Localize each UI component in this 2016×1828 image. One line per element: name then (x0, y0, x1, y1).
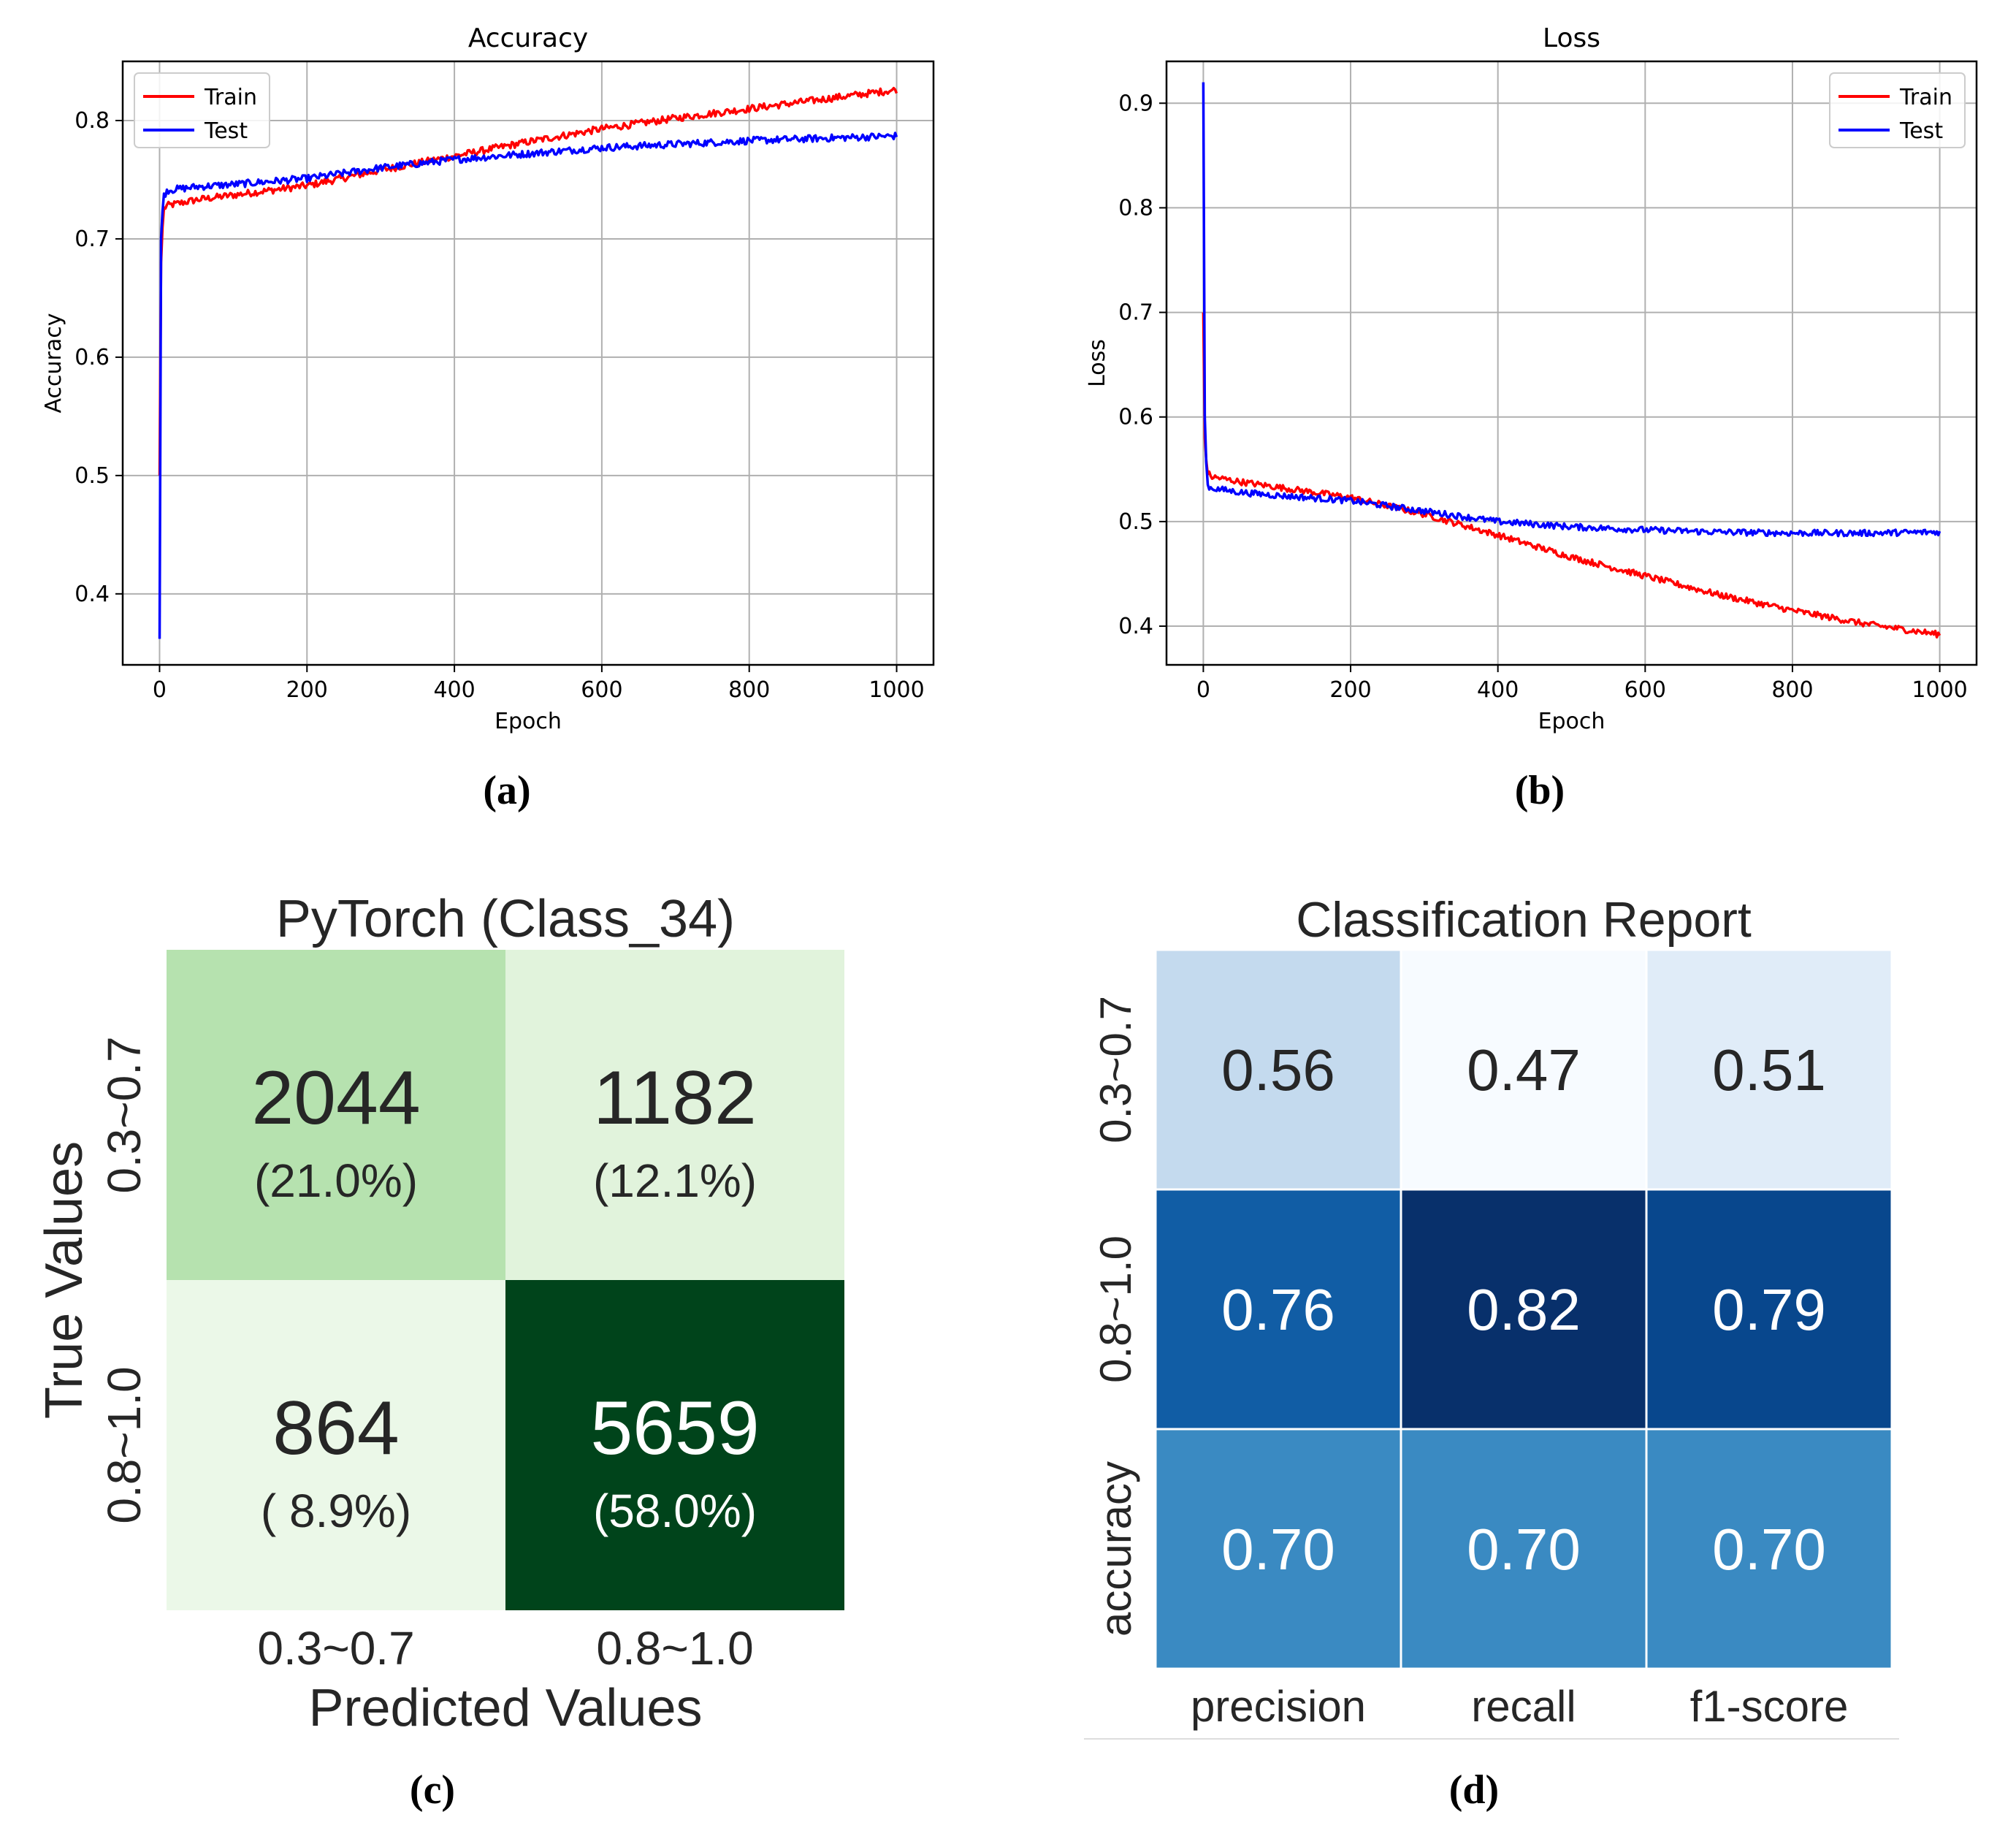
cell-value: 0.56 (1221, 1037, 1335, 1102)
cell-value: 1182 (593, 1056, 757, 1140)
cell-value: 0.79 (1712, 1277, 1826, 1342)
x-tick-label: f1-score (1690, 1682, 1849, 1731)
y-tick-label: 0.8~1.0 (1091, 1235, 1140, 1383)
x-tick-label: 0 (1196, 677, 1210, 703)
heatmap-cell (167, 950, 505, 1280)
x-axis-label: Predicted Values (309, 1679, 703, 1737)
classification-report: 0.56 0.47 0.51 0.76 0.82 0.79 0.70 0.70 0.70 Clas… (1084, 892, 1899, 1740)
heatmap-cell (1645, 948, 1893, 1191)
legend-label: Test (1899, 118, 1943, 144)
legend-label: Test (204, 118, 248, 144)
heatmap-cell (1154, 1188, 1402, 1431)
x-tick-label: recall (1471, 1682, 1576, 1731)
chart-title: Classification Report (1296, 892, 1752, 948)
x-tick-label: 800 (1771, 677, 1813, 703)
x-tick-label: 1000 (1912, 677, 1967, 703)
y-tick-label: accuracy (1091, 1461, 1140, 1637)
y-tick-label: 0.6 (1118, 405, 1153, 430)
y-axis-label: Loss (1085, 339, 1110, 387)
x-tick-label: 400 (1477, 677, 1519, 703)
x-tick-label: precision (1191, 1682, 1366, 1731)
series-line-train (158, 86, 898, 476)
y-tick-label: 0.4 (1118, 614, 1153, 639)
caption-b: (b) (1515, 768, 1565, 813)
heatmap-cell (505, 1280, 844, 1610)
y-tick-label: 0.8 (1118, 195, 1153, 221)
x-axis-label: Epoch (495, 709, 562, 734)
cell-value: 0.70 (1221, 1517, 1335, 1582)
cell-percent: (12.1%) (593, 1154, 757, 1207)
cell-percent: ( 8.9%) (261, 1485, 411, 1537)
x-tick-label: 0.8~1.0 (596, 1622, 753, 1675)
x-tick-label: 200 (1329, 677, 1371, 703)
cell-value: 0.51 (1712, 1037, 1826, 1102)
legend-label: Train (1899, 85, 1952, 110)
cell-percent: (58.0%) (593, 1485, 757, 1537)
y-tick-label: 0.8~1.0 (98, 1366, 150, 1523)
chart-title: Loss (1543, 23, 1600, 53)
accuracy-chart: 0 200 400 600 800 1000 0.4 0.5 0.6 0.7 0.8 Accuracy… (41, 23, 935, 734)
heatmap-cell (167, 1280, 505, 1610)
caption-c: (c) (410, 1767, 455, 1813)
confusion-matrix: 2044 (21.0%) 1182 (12.1%) 864 ( 8.9%) 5659 (58.… (35, 890, 844, 1737)
y-tick-label: 0.8 (75, 108, 110, 134)
x-tick-label: 600 (581, 677, 622, 703)
chart-title: Accuracy (468, 23, 588, 53)
x-tick-label: 0.3~0.7 (257, 1622, 414, 1675)
series-line-train (1202, 312, 1941, 639)
cell-value: 2044 (251, 1056, 420, 1140)
series-line-test (158, 132, 898, 639)
y-tick-label: 0.3~0.7 (1091, 996, 1140, 1143)
heatmap-cell (1645, 1428, 1893, 1670)
y-tick-label: 0.6 (75, 345, 110, 370)
heatmap-cell (1645, 1188, 1893, 1431)
cell-value: 864 (272, 1386, 400, 1471)
cell-value: 0.70 (1712, 1517, 1826, 1582)
x-axis-label: Epoch (1538, 709, 1605, 734)
cell-value: 0.82 (1467, 1277, 1581, 1342)
x-tick-label: 0 (153, 677, 167, 703)
y-tick-label: 0.3~0.7 (98, 1036, 150, 1193)
cell-value: 0.70 (1467, 1517, 1581, 1582)
series-line-test (1202, 82, 1941, 538)
plot-frame (1165, 60, 1978, 666)
x-tick-label: 1000 (868, 677, 924, 703)
chart-title: PyTorch (Class_34) (276, 890, 735, 948)
x-tick-label: 400 (433, 677, 475, 703)
y-tick-label: 0.5 (75, 463, 110, 489)
y-axis-label: True Values (35, 1141, 93, 1419)
x-tick-label: 200 (286, 677, 328, 703)
cell-value: 0.47 (1467, 1037, 1581, 1102)
heatmap-cell (1154, 948, 1402, 1191)
x-tick-label: 600 (1624, 677, 1666, 703)
y-tick-label: 0.4 (75, 582, 110, 607)
y-tick-label: 0.7 (75, 226, 110, 252)
y-tick-label: 0.5 (1118, 509, 1153, 535)
heatmap-cell (1400, 948, 1648, 1191)
y-tick-label: 0.7 (1118, 300, 1153, 326)
x-tick-label: 800 (728, 677, 770, 703)
y-tick-label: 0.9 (1118, 91, 1153, 116)
y-axis-label: Accuracy (41, 313, 66, 414)
loss-chart: 0 200 400 600 800 1000 0.4 0.5 0.6 0.7 0.8 0.9 Loss E… (1085, 23, 1978, 734)
caption-d: (d) (1449, 1767, 1499, 1813)
legend-label: Train (204, 85, 257, 110)
heatmap-cell (505, 950, 844, 1280)
cell-value: 0.76 (1221, 1277, 1335, 1342)
plot-frame (121, 60, 935, 666)
cell-value: 5659 (590, 1386, 759, 1471)
caption-a: (a) (483, 768, 530, 813)
heatmap-cell (1154, 1428, 1402, 1670)
cell-percent: (21.0%) (254, 1154, 418, 1207)
heatmap-cell (1400, 1188, 1648, 1431)
